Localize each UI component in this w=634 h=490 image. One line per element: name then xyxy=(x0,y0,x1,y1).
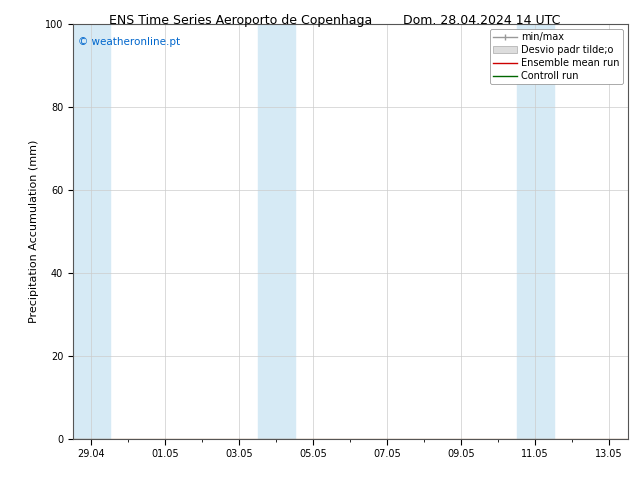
Bar xyxy=(517,24,553,439)
Y-axis label: Precipitation Accumulation (mm): Precipitation Accumulation (mm) xyxy=(29,140,39,323)
Bar xyxy=(258,24,295,439)
Bar xyxy=(73,24,110,439)
Text: Dom. 28.04.2024 14 UTC: Dom. 28.04.2024 14 UTC xyxy=(403,14,560,27)
Legend: min/max, Desvio padr tilde;o, Ensemble mean run, Controll run: min/max, Desvio padr tilde;o, Ensemble m… xyxy=(490,29,623,84)
Text: © weatheronline.pt: © weatheronline.pt xyxy=(79,37,181,47)
Text: ENS Time Series Aeroporto de Copenhaga: ENS Time Series Aeroporto de Copenhaga xyxy=(109,14,373,27)
